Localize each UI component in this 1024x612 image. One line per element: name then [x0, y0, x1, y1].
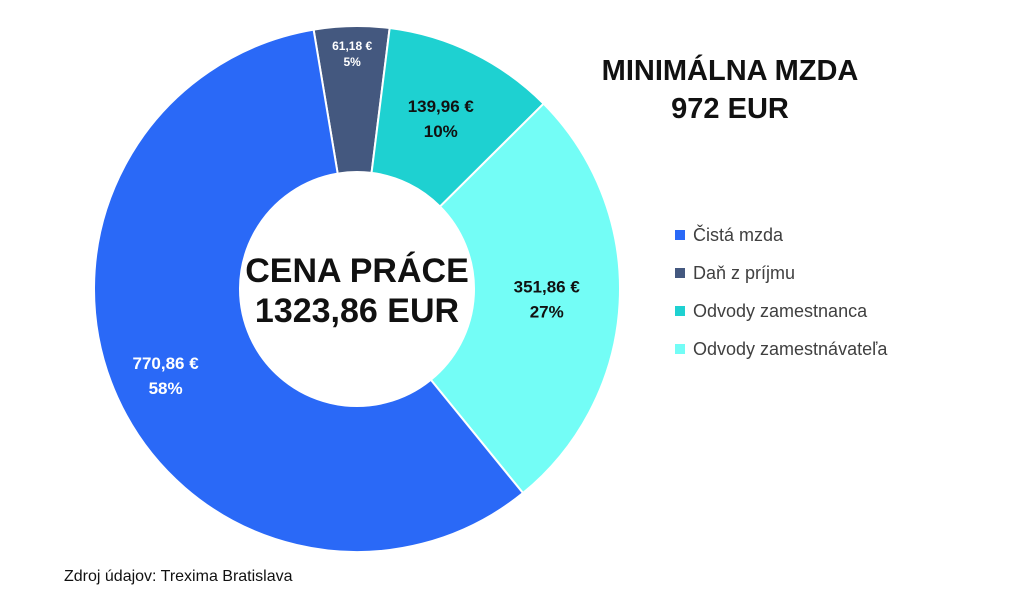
legend-swatch: [675, 344, 685, 354]
legend-item: Odvody zamestnanca: [675, 292, 887, 330]
legend-item: Daň z príjmu: [675, 254, 887, 292]
chart-title: MINIMÁLNA MZDA 972 EUR: [560, 52, 900, 128]
center-label-line1: CENA PRÁCE: [245, 252, 469, 290]
slice-value-label: 770,86 €: [133, 354, 200, 373]
legend-swatch: [675, 268, 685, 278]
legend-label: Čistá mzda: [693, 224, 784, 245]
legend: Čistá mzda Daň z príjmu Odvody zamestnanca…: [675, 216, 887, 368]
chart-title-line2: 972 EUR: [671, 93, 789, 125]
legend-item: Čistá mzda: [675, 216, 887, 254]
donut-slices: [93, 25, 621, 553]
slice-value-label: 61,18 €: [332, 39, 372, 53]
slice-value-label: 351,86 €: [514, 278, 581, 297]
legend-item: Odvody zamestnávateľa: [675, 330, 887, 368]
legend-label: Odvody zamestnanca: [693, 300, 868, 321]
slice-labels: 61,18 € 5% 139,96 € 10% 351,86 € 27% 770,86 € 5…: [133, 39, 581, 398]
slice-čistá-mzda: [93, 28, 525, 553]
legend-label: Daň z príjmu: [693, 262, 796, 283]
chart-title-line1: MINIMÁLNA MZDA: [601, 55, 859, 87]
center-label-line2: 1323,86 EUR: [255, 292, 459, 330]
slice-odvody-zamestnávateľa: [429, 102, 621, 495]
slice-percent-label: 10%: [424, 122, 458, 141]
slice-value-label: 139,96 €: [408, 97, 475, 116]
slice-percent-label: 27%: [530, 303, 564, 322]
source-note: Zdroj údajov: Trexima Bratislava: [64, 568, 293, 585]
legend-swatch: [675, 230, 685, 240]
legend-label: Odvody zamestnávateľa: [693, 338, 888, 359]
slice-percent-label: 58%: [149, 379, 183, 398]
legend-swatch: [675, 306, 685, 316]
slice-percent-label: 5%: [343, 55, 361, 69]
